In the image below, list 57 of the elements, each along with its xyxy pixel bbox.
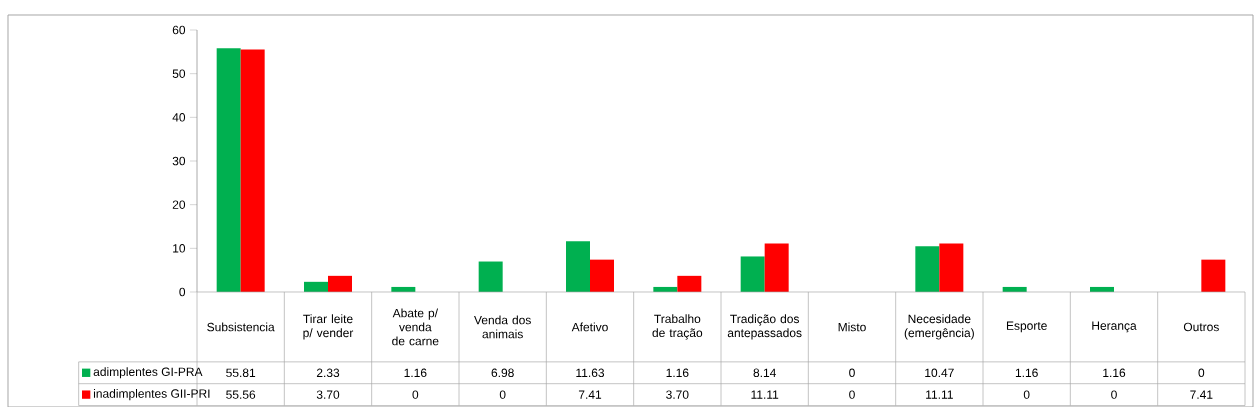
x-tick-label: Herança (1092, 321, 1137, 333)
y-tick-label: 60 (172, 25, 186, 35)
y-tick-label: 10 (173, 244, 186, 253)
data-label: 3.70 (666, 390, 689, 399)
data-label: 11.11 (926, 390, 953, 399)
y-tick-label: 30 (172, 156, 186, 166)
x-tick-label: Tirar leite p/ vender (303, 314, 354, 340)
y-tick-label: 50 (172, 69, 186, 78)
x-tick-label: Subsistencia (207, 322, 275, 332)
bar (740, 256, 765, 292)
bar (566, 241, 590, 292)
data-label: 6.98 (491, 368, 514, 378)
data-label: 0 (849, 368, 855, 378)
bar (328, 275, 353, 292)
bar (216, 48, 241, 292)
data-label: 0 (849, 390, 855, 399)
y-tick-label: 0 (179, 287, 186, 297)
data-label: 55.56 (226, 390, 256, 399)
y-tick-label: 20 (172, 200, 186, 209)
x-tick-label: Venda dos animais (474, 315, 531, 339)
bar (590, 259, 615, 292)
bar (939, 243, 964, 292)
x-tick-label: Misto (838, 322, 866, 332)
bar (1201, 259, 1226, 292)
data-label: 7.41 (1190, 390, 1213, 399)
bar (764, 243, 789, 292)
bar (915, 246, 940, 292)
data-label: 10.47 (925, 368, 954, 378)
data-label: 3.70 (316, 390, 340, 399)
data-label: 7.41 (578, 390, 602, 399)
x-tick-label: Afetivo (571, 322, 608, 332)
x-tick-label: Trabalho de tração (652, 314, 703, 340)
data-label: 11.63 (576, 368, 605, 378)
y-tick-label: 40 (172, 113, 186, 122)
legend-label: adimplentes GI-PRA (93, 367, 203, 379)
data-label: 1.16 (404, 368, 427, 378)
data-label: 55.81 (226, 368, 256, 378)
x-tick-label: Esporte (1006, 321, 1047, 333)
data-label: 0 (412, 390, 419, 399)
data-label: 2.33 (316, 368, 340, 378)
data-label: 1.16 (1103, 368, 1126, 378)
data-label: 8.14 (753, 368, 776, 378)
bar (478, 261, 503, 292)
data-label: 0 (499, 390, 506, 399)
data-label: 0 (1111, 390, 1117, 399)
x-tick-label: Necesidade (emergência) (904, 314, 974, 340)
bar (677, 275, 702, 292)
data-label: 11.11 (751, 390, 779, 399)
legend-label: inadimplentes GII-PRI (93, 389, 210, 401)
bar (240, 49, 265, 292)
data-label: 0 (1023, 390, 1030, 399)
x-tick-label: Tradição dos antepassados (727, 314, 802, 340)
x-tick-label: Abate p/ venda de carne (392, 308, 439, 346)
x-tick-label: Outros (1183, 322, 1219, 332)
data-label: 1.16 (666, 368, 689, 378)
data-label: 1.16 (1015, 368, 1038, 378)
data-label: 0 (1198, 368, 1205, 378)
